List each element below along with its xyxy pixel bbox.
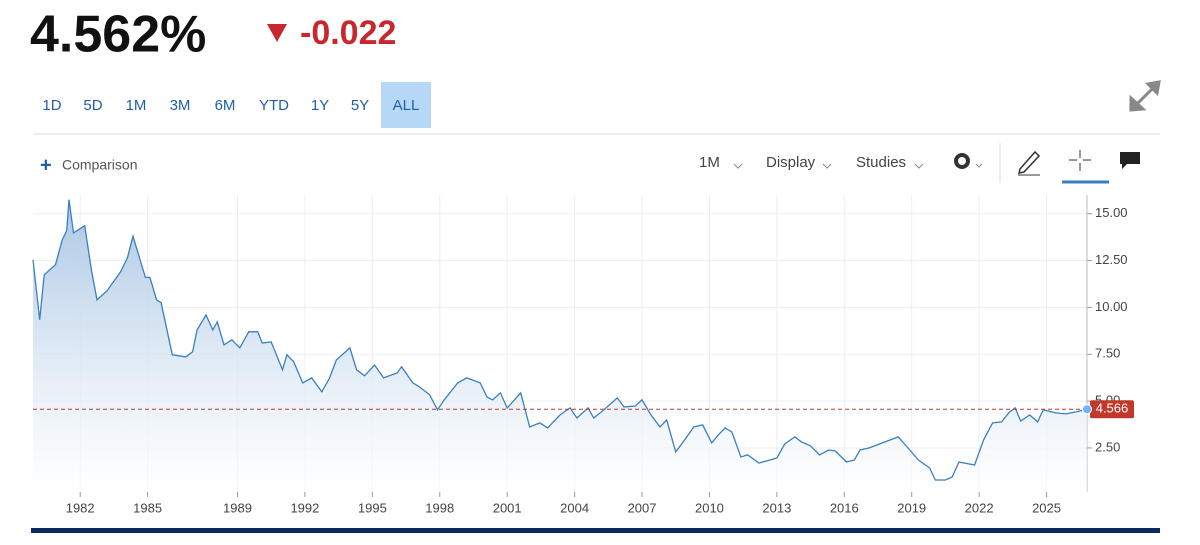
range-button[interactable]: 1D (42, 97, 61, 114)
range-button[interactable]: 6M (215, 97, 236, 114)
range-button[interactable]: 5D (83, 97, 102, 114)
y-tick-label: 12.50 (1095, 252, 1128, 267)
crosshair-icon[interactable] (1069, 150, 1091, 171)
x-tick-label: 2019 (897, 500, 926, 515)
x-tick-label: 1995 (358, 500, 387, 515)
caret (914, 163, 924, 169)
x-tick-label: 1989 (223, 500, 252, 515)
caret (822, 163, 832, 169)
draw-icon[interactable] (1017, 150, 1041, 174)
x-tick-label: 1982 (66, 500, 95, 515)
x-tick-label: 2001 (493, 500, 522, 515)
change: -0.022 (300, 14, 396, 52)
range-button[interactable]: 1Y (311, 97, 329, 114)
y-tick-label: 7.50 (1095, 346, 1120, 361)
line (32, 199, 1088, 481)
y-tick-label: 10.00 (1095, 299, 1128, 314)
area-fill (33, 199, 1087, 492)
caret (733, 163, 743, 169)
range-buttons: 1D 5D 1M 3M 6M YTD 1Y 5Y ALL (42, 82, 431, 128)
x-tick-label: 2007 (628, 500, 657, 515)
display-button[interactable]: Display (766, 154, 816, 171)
studies-button[interactable]: Studies (856, 154, 906, 171)
x-tick-label: 2013 (762, 500, 791, 515)
x-tick-label: 2022 (965, 500, 994, 515)
comment-icon[interactable] (1120, 152, 1140, 169)
x-tick-label: 2016 (830, 500, 859, 515)
last-value-box (1090, 400, 1134, 419)
comparison-button[interactable]: Comparison (62, 157, 137, 173)
bottom-bar (31, 528, 1160, 533)
range-button[interactable]: 5Y (351, 97, 369, 114)
y-tick-label: 2.50 (1095, 439, 1120, 454)
x-tick-label: 1985 (133, 500, 162, 515)
range-button[interactable]: YTD (259, 97, 289, 114)
expand-icon (1129, 80, 1161, 112)
x-tick-label: 1992 (290, 500, 319, 515)
x-tick-label: 2025 (1032, 500, 1061, 515)
plus-icon: + (40, 154, 52, 176)
range-button[interactable]: ALL (393, 97, 420, 114)
range-button[interactable]: 3M (170, 97, 191, 114)
interval-button[interactable]: 1M (699, 154, 720, 171)
selected-range-bg (381, 82, 431, 128)
plot: 1982 1985 1989 1992 1995 1998 2001 2004 2007 2010… (32, 195, 1134, 515)
x-tick-label: 1998 (425, 500, 454, 515)
last-point (1082, 404, 1092, 415)
x-tick-label: 2004 (560, 500, 589, 515)
y-tick-label: 15.00 (1095, 205, 1128, 220)
x-tick-label: 2010 (695, 500, 724, 515)
price: 4.562% (30, 6, 206, 64)
settings-icon[interactable] (954, 153, 983, 169)
down-arrow (267, 24, 287, 42)
last-value-label: 4.566 (1096, 401, 1129, 416)
range-button[interactable]: 1M (126, 97, 147, 114)
